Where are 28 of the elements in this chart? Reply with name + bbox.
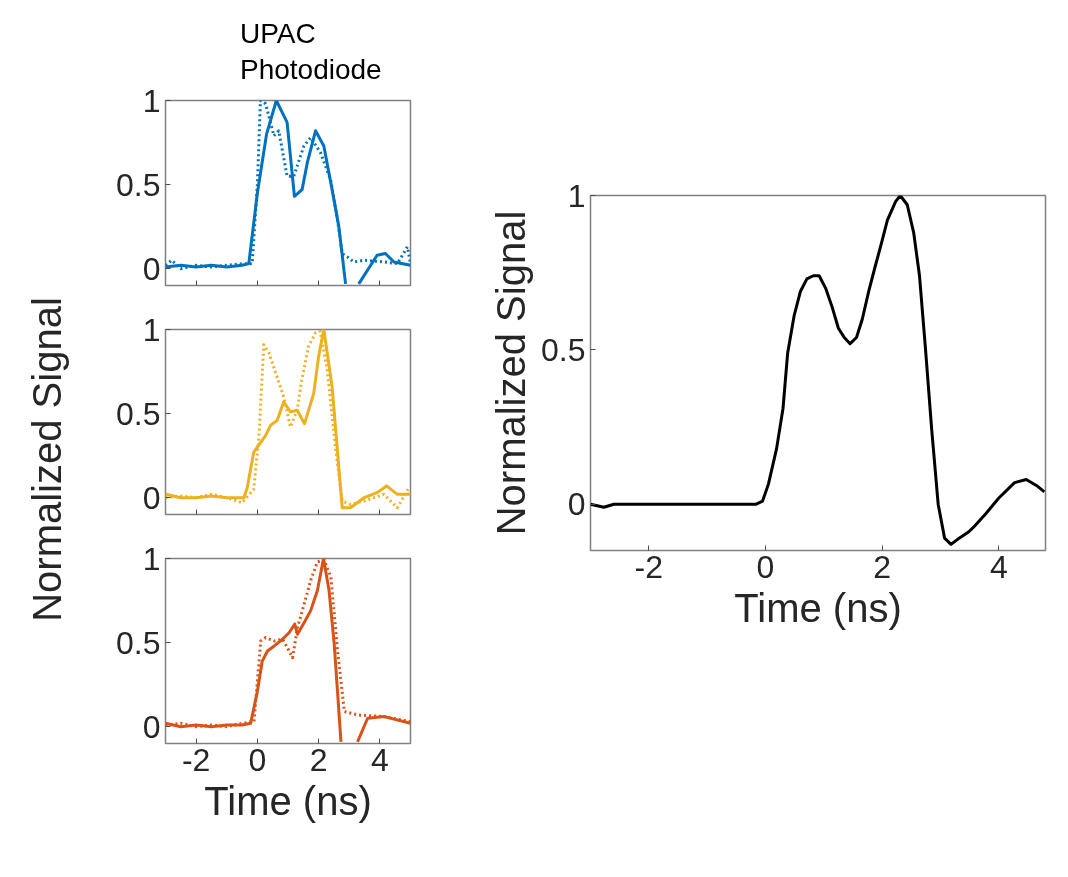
y-axis-title: Normalized Signal xyxy=(25,297,69,622)
y-tick-label: 0 xyxy=(142,250,161,287)
x-tick-label: -2 xyxy=(634,548,664,585)
y-tick-label: 0.5 xyxy=(116,166,161,203)
x-tick-label: 4 xyxy=(370,741,389,778)
y-tick-label: 0 xyxy=(142,479,161,516)
y-tick-label: 0.5 xyxy=(116,395,161,432)
series-label: Photodiode xyxy=(240,53,382,87)
y-tick-label: 1 xyxy=(142,311,161,348)
x-axis-title: Time (ns) xyxy=(734,585,902,630)
y-axis-title: Normalized Signal xyxy=(489,210,534,536)
y-tick-label: 1 xyxy=(142,82,161,119)
y-tick-label: 1 xyxy=(567,177,586,214)
x-tick-label: 2 xyxy=(873,548,892,585)
y-tick-label: 1 xyxy=(142,540,161,577)
x-axis-title: Time (ns) xyxy=(204,778,372,823)
x-tick-label: 2 xyxy=(309,741,328,778)
line-series xyxy=(590,195,1046,546)
x-tick-label: -2 xyxy=(181,741,211,778)
y-tick-label: 0.5 xyxy=(541,331,586,368)
y-tick-label: 0 xyxy=(567,486,586,523)
line-series xyxy=(165,329,411,510)
x-tick-label: 4 xyxy=(989,548,1008,585)
text: UPAC xyxy=(240,17,316,51)
y-tick-label: 0 xyxy=(142,708,161,745)
x-tick-label: 0 xyxy=(248,741,267,778)
x-tick-label: 0 xyxy=(756,548,775,585)
y-tick-label: 0.5 xyxy=(116,624,161,661)
